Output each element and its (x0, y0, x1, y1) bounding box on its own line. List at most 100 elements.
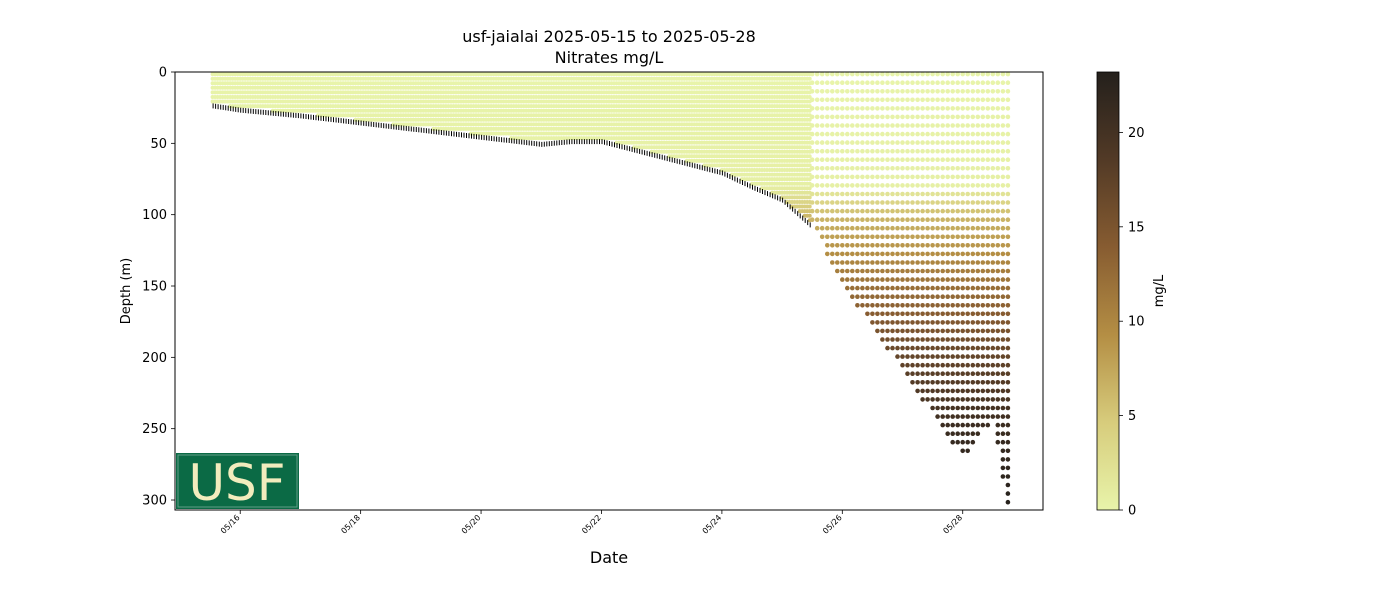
data-point (930, 380, 935, 385)
data-point (955, 148, 960, 154)
data-point (960, 208, 965, 214)
data-point (945, 225, 950, 231)
data-point (960, 174, 965, 180)
data-point (1000, 439, 1006, 445)
data-point (935, 380, 940, 385)
data-point (920, 131, 925, 137)
data-point (1005, 148, 1011, 154)
data-point (980, 251, 986, 257)
data-point (1000, 362, 1006, 368)
data-point (985, 166, 991, 171)
data-point (920, 345, 925, 351)
data-point (955, 285, 960, 291)
data-point (980, 191, 986, 197)
data-point (885, 131, 890, 137)
data-point (950, 397, 955, 402)
data-point (915, 208, 920, 214)
data-point (970, 208, 976, 214)
data-point (855, 234, 860, 240)
data-point (825, 106, 830, 111)
data-point (1000, 465, 1006, 471)
data-point (910, 208, 915, 214)
data-point (814, 225, 820, 231)
data-point (850, 80, 855, 85)
data-points (210, 72, 1011, 505)
data-point (835, 114, 840, 120)
data-point (960, 345, 965, 351)
data-point (880, 89, 885, 94)
data-point (895, 157, 900, 162)
data-point (930, 320, 935, 325)
data-point (935, 208, 940, 214)
data-point (830, 251, 835, 257)
data-point (970, 123, 976, 128)
data-point (890, 217, 895, 222)
data-point (835, 131, 840, 137)
data-point (955, 225, 960, 231)
data-point (895, 260, 900, 265)
data-point (925, 208, 930, 214)
data-point (840, 260, 845, 265)
data-point (870, 303, 875, 308)
data-point (985, 354, 991, 359)
data-point (1000, 337, 1006, 342)
data-point (900, 200, 905, 205)
data-point (860, 303, 865, 308)
data-point (950, 362, 955, 368)
data-point (950, 311, 955, 317)
data-point (975, 114, 981, 120)
data-point (945, 208, 950, 214)
data-point (840, 80, 845, 85)
data-point (915, 131, 920, 137)
data-point (905, 80, 910, 85)
data-point (890, 251, 895, 257)
data-point (960, 328, 965, 334)
data-point (960, 448, 965, 454)
data-point (940, 114, 945, 120)
data-point (890, 140, 895, 145)
data-point (900, 208, 905, 214)
data-point (950, 140, 955, 145)
data-point (950, 277, 955, 282)
data-point (870, 80, 875, 85)
data-point (819, 157, 825, 162)
data-point (945, 328, 950, 334)
data-point (855, 140, 860, 145)
data-point (915, 260, 920, 265)
data-point (880, 191, 885, 197)
data-point (895, 234, 900, 240)
data-point (970, 140, 976, 145)
data-point (880, 166, 885, 171)
data-point (950, 123, 955, 128)
data-point (850, 166, 855, 171)
data-point (910, 183, 915, 188)
data-point (965, 217, 970, 222)
data-point (905, 183, 910, 188)
data-point (960, 380, 965, 385)
data-point (885, 106, 890, 111)
data-point (819, 80, 825, 85)
data-point (985, 157, 991, 162)
data-point (960, 89, 965, 94)
data-point (935, 140, 940, 145)
data-point (930, 397, 935, 402)
data-point (965, 328, 970, 334)
data-point (995, 294, 1001, 300)
data-point (860, 285, 865, 291)
data-point (875, 123, 880, 128)
data-point (890, 208, 895, 214)
data-point (940, 97, 945, 103)
data-point (830, 225, 835, 231)
data-point (960, 106, 965, 111)
data-point (925, 328, 930, 334)
data-point (975, 431, 981, 437)
data-point (830, 114, 835, 120)
data-point (940, 106, 945, 111)
data-point (940, 123, 945, 128)
data-point (970, 243, 976, 248)
data-point (930, 191, 935, 197)
data-point (975, 157, 981, 162)
data-point (885, 97, 890, 103)
data-point (990, 268, 996, 274)
data-point (965, 397, 970, 402)
